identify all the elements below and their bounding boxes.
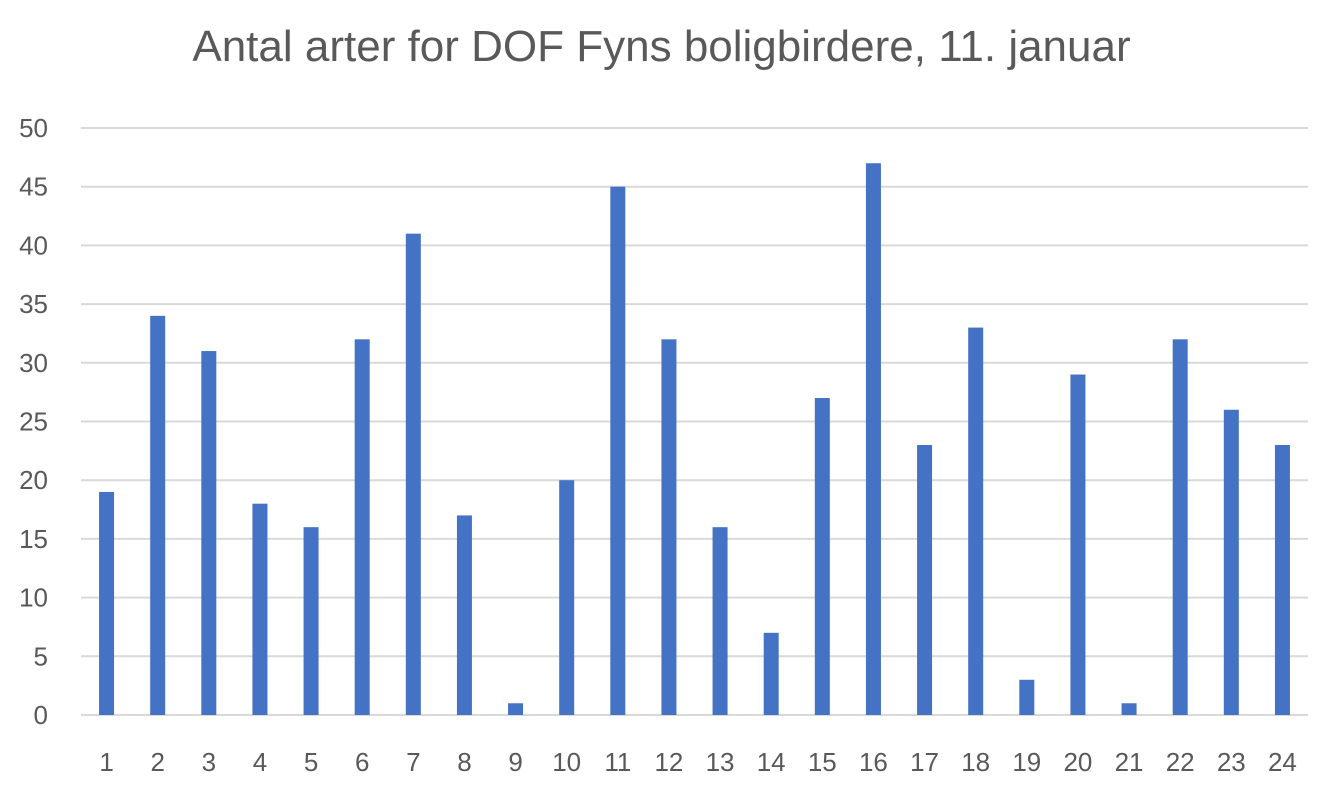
y-axis-ticks: 0 5 10 15 20 25 30 35 40 45 50 <box>19 113 48 730</box>
bar <box>456 515 472 715</box>
gridlines <box>81 127 1308 716</box>
x-tick-label: 21 <box>1115 747 1144 777</box>
bar <box>252 503 268 715</box>
bar <box>1019 679 1035 715</box>
x-tick-label: 18 <box>961 747 990 777</box>
x-tick-label: 10 <box>552 747 581 777</box>
bar <box>1172 339 1188 715</box>
x-tick-label: 3 <box>202 747 216 777</box>
y-tick-label: 10 <box>19 583 48 613</box>
x-tick-label: 2 <box>150 747 164 777</box>
y-tick-label: 45 <box>19 172 48 202</box>
bar <box>99 491 115 715</box>
bar <box>865 163 881 716</box>
bar <box>1070 374 1086 715</box>
x-tick-label: 5 <box>304 747 318 777</box>
bar <box>968 327 984 715</box>
x-tick-label: 6 <box>355 747 369 777</box>
chart-title: Antal arter for DOF Fyns boligbirdere, 1… <box>192 22 1131 71</box>
y-tick-label: 40 <box>19 230 48 260</box>
bar <box>763 632 779 715</box>
bar <box>917 444 933 715</box>
x-tick-label: 11 <box>604 747 631 777</box>
x-tick-label: 14 <box>757 747 786 777</box>
x-tick-label: 12 <box>654 747 683 777</box>
y-tick-label: 5 <box>34 641 48 671</box>
x-tick-label: 19 <box>1012 747 1041 777</box>
y-tick-label: 15 <box>19 524 48 554</box>
bar <box>508 703 524 715</box>
x-tick-label: 17 <box>910 747 939 777</box>
bar <box>201 351 217 715</box>
x-tick-label: 22 <box>1166 747 1195 777</box>
bar <box>1274 444 1290 715</box>
y-tick-label: 30 <box>19 348 48 378</box>
x-tick-label: 7 <box>406 747 420 777</box>
y-tick-label: 35 <box>19 289 48 319</box>
x-tick-label: 1 <box>99 747 113 777</box>
x-tick-label: 20 <box>1063 747 1092 777</box>
y-tick-label: 20 <box>19 465 48 495</box>
y-tick-label: 0 <box>34 700 48 730</box>
bar <box>303 527 319 715</box>
bar <box>1223 409 1239 715</box>
bar <box>814 398 830 715</box>
bars <box>99 163 1290 716</box>
x-tick-label: 8 <box>457 747 471 777</box>
y-tick-label: 50 <box>19 113 48 143</box>
x-tick-label: 9 <box>508 747 522 777</box>
bar <box>150 315 166 715</box>
bar <box>559 480 575 715</box>
bar <box>610 186 626 715</box>
bar <box>405 233 421 715</box>
bar <box>1121 703 1137 715</box>
x-tick-label: 4 <box>253 747 267 777</box>
x-axis-ticks: 1 2 3 4 5 6 7 8 9 10 11 12 13 14 15 16 17 18 19 20 21 22 23 24 <box>99 747 1297 777</box>
x-tick-label: 16 <box>859 747 888 777</box>
x-tick-label: 15 <box>808 747 837 777</box>
bar <box>354 339 370 715</box>
bar <box>712 527 728 715</box>
x-tick-label: 23 <box>1217 747 1246 777</box>
x-tick-label: 13 <box>706 747 735 777</box>
bar <box>661 339 677 715</box>
y-tick-label: 25 <box>19 407 48 437</box>
x-tick-label: 24 <box>1268 747 1297 777</box>
